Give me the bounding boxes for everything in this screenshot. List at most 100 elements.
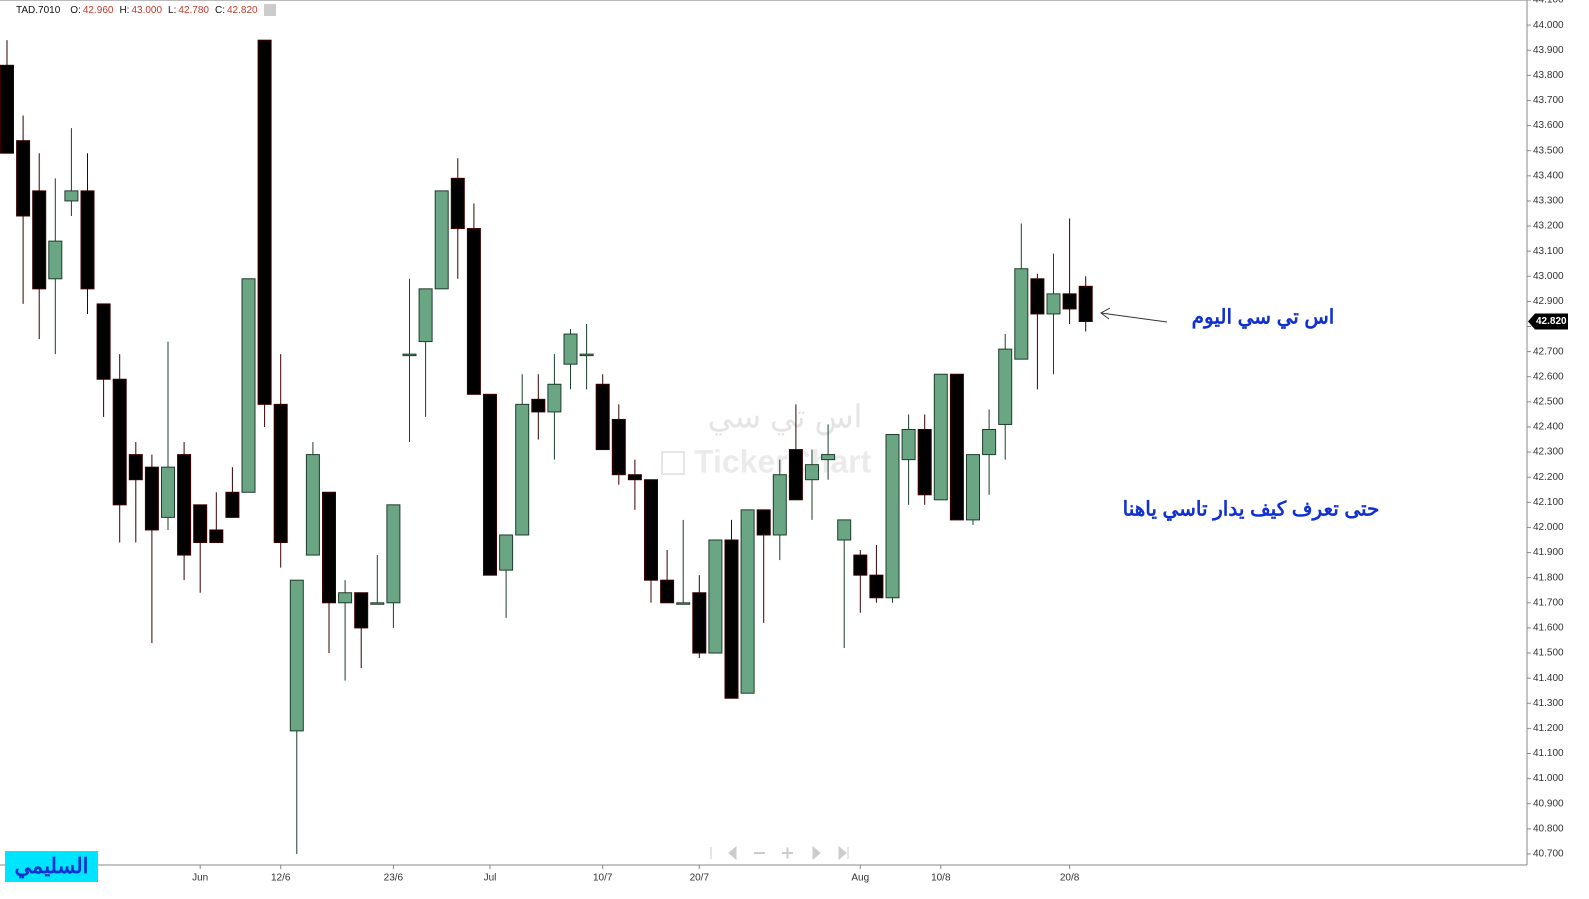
candle	[386, 504, 401, 628]
candle-body-down	[128, 454, 143, 481]
candle-body-down	[644, 479, 658, 581]
candle	[788, 404, 803, 501]
candle	[144, 454, 159, 643]
candle	[708, 539, 723, 654]
x-tick-label: 10/7	[593, 873, 613, 884]
x-tick-label: 12/6	[271, 873, 291, 884]
y-tick-label: 44.000	[1533, 20, 1564, 31]
candle-body-down	[595, 383, 610, 451]
candle	[966, 454, 980, 525]
candle	[466, 203, 481, 395]
candle-body-up	[966, 454, 980, 521]
candle	[241, 278, 256, 493]
y-tick-label: 41.500	[1533, 648, 1564, 659]
candle	[547, 354, 562, 460]
candle	[16, 115, 31, 304]
candle	[483, 393, 497, 576]
menu-button[interactable]	[263, 4, 276, 16]
nav-end[interactable]	[838, 845, 849, 861]
candle-body-down	[112, 378, 127, 506]
candle-body-down	[1078, 285, 1093, 322]
nav-zoom-in[interactable]	[782, 847, 793, 859]
candle-body-up	[289, 579, 304, 732]
candle-body-up	[547, 383, 562, 413]
candle-body-up	[305, 454, 320, 556]
candle-body-up	[386, 504, 401, 604]
candle-body-up	[901, 428, 916, 461]
y-tick-label: 43.800	[1533, 70, 1564, 81]
candle	[80, 153, 95, 314]
nav-forward[interactable]	[812, 845, 821, 861]
candle	[209, 492, 224, 544]
candle	[322, 491, 336, 654]
x-tick-label: 20/8	[1060, 873, 1080, 884]
nav-back[interactable]	[728, 845, 737, 861]
candle	[885, 434, 900, 603]
candle	[949, 373, 964, 521]
y-tick-label: 41.400	[1533, 673, 1564, 684]
candle	[998, 334, 1013, 460]
candle	[563, 329, 578, 390]
candle-body-down	[273, 403, 288, 544]
ohlc-header: TAD.7010 O: 42.960 H: 43.000 L: 42.780 C: 42.820	[16, 4, 276, 16]
candle-body-down	[611, 418, 626, 476]
candle	[627, 459, 642, 510]
candle	[724, 519, 739, 699]
ohlc-key: C:	[214, 4, 225, 16]
candle-body-down	[483, 393, 497, 576]
candle-body-up	[515, 403, 530, 536]
candle	[499, 534, 514, 618]
candle	[225, 467, 240, 518]
y-tick-label: 43.400	[1533, 170, 1564, 181]
y-tick-label: 41.100	[1533, 748, 1564, 759]
candle-body-down	[853, 554, 868, 576]
candle	[772, 459, 787, 561]
candle-body-down	[144, 466, 159, 531]
candle-body-down	[80, 190, 95, 290]
candle-body-down	[466, 228, 481, 395]
candle	[531, 374, 546, 440]
ohlc-key: O:	[70, 4, 81, 16]
ohlc-value: 42.960	[82, 4, 114, 16]
candle	[128, 442, 143, 543]
y-tick-label: 42.900	[1533, 296, 1564, 307]
candle	[64, 128, 79, 216]
candle	[901, 414, 916, 505]
y-tick-label: 41.300	[1533, 698, 1564, 709]
candle	[676, 519, 691, 605]
y-tick-label: 41.600	[1533, 623, 1564, 634]
candle-body-down	[627, 474, 642, 481]
candle-body-up	[1046, 293, 1061, 315]
candle	[579, 323, 594, 390]
ohlc-key: L:	[168, 4, 177, 16]
nav-controls	[710, 845, 849, 861]
y-tick-label: 42.500	[1533, 396, 1564, 407]
candle-body-up	[708, 539, 723, 654]
candle-body-up	[338, 592, 353, 604]
candle-body-down	[660, 579, 675, 604]
candle	[32, 153, 47, 340]
last-price-label: 42.820	[1536, 316, 1567, 327]
y-tick-label: 42.700	[1533, 346, 1564, 357]
last-price-tag	[1528, 313, 1568, 330]
ohlc-value: 42.820	[226, 4, 258, 16]
candle-body-up	[982, 428, 997, 456]
candle-body-down	[16, 140, 31, 217]
candle	[869, 545, 884, 603]
ohlc-value: 42.780	[178, 4, 209, 16]
y-tick-label: 42.300	[1533, 447, 1564, 458]
candle-body-down	[724, 539, 739, 699]
candle	[96, 303, 111, 417]
candle-body-up	[885, 434, 900, 599]
candle-body-down	[177, 454, 192, 556]
candle-body-up	[434, 190, 449, 290]
candle-body-down	[96, 303, 111, 380]
y-tick-label: 44.100	[1533, 0, 1564, 6]
candle	[370, 555, 385, 605]
candle	[740, 509, 755, 694]
annotation: اس تي سي اليوم	[1192, 306, 1335, 329]
candle-body-up	[418, 288, 433, 343]
candle	[917, 414, 932, 505]
candle	[595, 374, 610, 451]
candle-body-up	[161, 466, 175, 518]
